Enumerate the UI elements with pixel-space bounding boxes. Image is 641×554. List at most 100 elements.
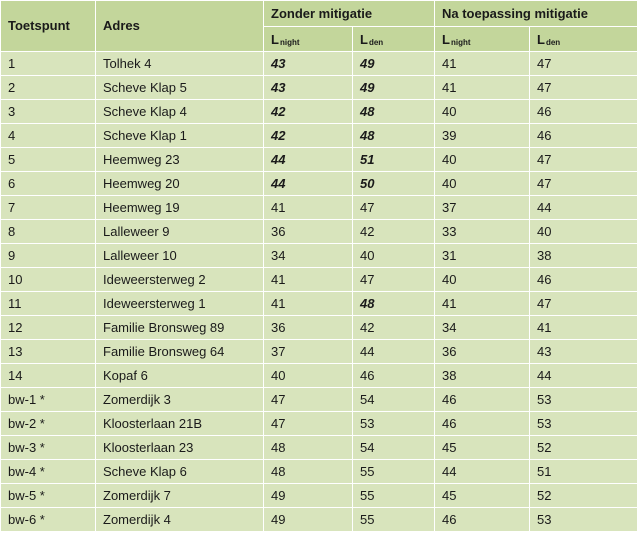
header-zonder-mitigatie: Zonder mitigatie xyxy=(263,0,435,27)
cell-zonder-lnight: 42 xyxy=(263,123,353,148)
table-row: 13 Familie Bronsweg 64 37 44 36 43 xyxy=(0,339,639,364)
cell-zonder-lnight: 34 xyxy=(263,243,353,268)
cell-adres: Ideweersterweg 1 xyxy=(95,291,264,316)
cell-adres: Scheve Klap 6 xyxy=(95,459,264,484)
cell-zonder-lnight: 48 xyxy=(263,459,353,484)
cell-adres: Heemweg 20 xyxy=(95,171,264,196)
cell-na-lnight: 44 xyxy=(434,459,530,484)
cell-zonder-lnight: 43 xyxy=(263,75,353,100)
cell-na-lnight: 39 xyxy=(434,123,530,148)
cell-na-lnight: 46 xyxy=(434,387,530,412)
cell-na-lden: 47 xyxy=(528,75,639,100)
cell-zonder-lnight: 40 xyxy=(263,363,353,388)
table-row: 6 Heemweg 20 44 50 40 47 xyxy=(0,171,639,196)
cell-toetspunt: bw-2 * xyxy=(0,411,96,436)
cell-zonder-lden: 47 xyxy=(352,195,435,220)
table-row: 14 Kopaf 6 40 46 38 44 xyxy=(0,363,639,388)
cell-toetspunt: 8 xyxy=(0,219,96,244)
cell-zonder-lden: 55 xyxy=(352,459,435,484)
l-symbol: L xyxy=(442,31,450,47)
cell-na-lnight: 34 xyxy=(434,315,530,340)
table-header: Toetspunt Adres Zonder mitigatie Na toep… xyxy=(0,0,639,52)
cell-zonder-lnight: 42 xyxy=(263,99,353,124)
cell-na-lden: 47 xyxy=(528,171,639,196)
cell-zonder-lden: 48 xyxy=(352,99,435,124)
table-row: 4 Scheve Klap 1 42 48 39 46 xyxy=(0,123,639,148)
cell-na-lden: 53 xyxy=(528,387,639,412)
header-zonder-lden: Lden xyxy=(352,26,435,52)
cell-na-lden: 40 xyxy=(528,219,639,244)
cell-na-lnight: 33 xyxy=(434,219,530,244)
cell-toetspunt: 4 xyxy=(0,123,96,148)
cell-adres: Heemweg 19 xyxy=(95,195,264,220)
subscript-night: night xyxy=(279,37,300,47)
cell-na-lnight: 40 xyxy=(434,147,530,172)
cell-adres: Scheve Klap 4 xyxy=(95,99,264,124)
cell-na-lnight: 31 xyxy=(434,243,530,268)
cell-zonder-lden: 48 xyxy=(352,123,435,148)
cell-adres: Zomerdijk 7 xyxy=(95,483,264,508)
cell-zonder-lnight: 36 xyxy=(263,315,353,340)
cell-adres: Familie Bronsweg 64 xyxy=(95,339,264,364)
cell-zonder-lnight: 48 xyxy=(263,435,353,460)
cell-zonder-lden: 53 xyxy=(352,411,435,436)
cell-zonder-lnight: 41 xyxy=(263,267,353,292)
table-row: 9 Lalleweer 10 34 40 31 38 xyxy=(0,243,639,268)
cell-na-lnight: 45 xyxy=(434,435,530,460)
cell-zonder-lnight: 44 xyxy=(263,147,353,172)
table-row: bw-2 * Kloosterlaan 21B 47 53 46 53 xyxy=(0,411,639,436)
cell-zonder-lden: 49 xyxy=(352,51,435,76)
cell-zonder-lden: 55 xyxy=(352,483,435,508)
cell-na-lnight: 46 xyxy=(434,411,530,436)
cell-adres: Kopaf 6 xyxy=(95,363,264,388)
cell-adres: Heemweg 23 xyxy=(95,147,264,172)
noise-levels-table: Toetspunt Adres Zonder mitigatie Na toep… xyxy=(0,0,639,532)
table-row: 5 Heemweg 23 44 51 40 47 xyxy=(0,147,639,172)
cell-toetspunt: bw-5 * xyxy=(0,483,96,508)
cell-adres: Scheve Klap 1 xyxy=(95,123,264,148)
cell-adres: Ideweersterweg 2 xyxy=(95,267,264,292)
cell-na-lden: 51 xyxy=(528,459,639,484)
subscript-den: den xyxy=(368,37,384,47)
cell-adres: Scheve Klap 5 xyxy=(95,75,264,100)
table-row: 8 Lalleweer 9 36 42 33 40 xyxy=(0,219,639,244)
cell-zonder-lden: 42 xyxy=(352,219,435,244)
header-na-toepassing-mitigatie: Na toepassing mitigatie xyxy=(433,0,639,27)
cell-adres: Zomerdijk 3 xyxy=(95,387,264,412)
cell-zonder-lnight: 43 xyxy=(263,51,353,76)
cell-zonder-lnight: 44 xyxy=(263,171,353,196)
cell-toetspunt: 14 xyxy=(0,363,96,388)
table-row: bw-5 * Zomerdijk 7 49 55 45 52 xyxy=(0,483,639,508)
cell-zonder-lden: 42 xyxy=(352,315,435,340)
cell-zonder-lden: 40 xyxy=(352,243,435,268)
cell-toetspunt: bw-4 * xyxy=(0,459,96,484)
cell-na-lden: 53 xyxy=(528,411,639,436)
table-row: 10 Ideweersterweg 2 41 47 40 46 xyxy=(0,267,639,292)
cell-na-lden: 44 xyxy=(528,363,639,388)
cell-na-lden: 52 xyxy=(528,435,639,460)
table-body: 1 Tolhek 4 43 49 41 47 2 Scheve Klap 5 43 49 41 47 3… xyxy=(0,51,639,532)
subscript-night: night xyxy=(450,37,471,47)
cell-toetspunt: 6 xyxy=(0,171,96,196)
header-na-lden: Lden xyxy=(528,26,639,52)
cell-zonder-lnight: 47 xyxy=(263,387,353,412)
cell-na-lden: 44 xyxy=(528,195,639,220)
cell-na-lnight: 38 xyxy=(434,363,530,388)
cell-adres: Kloosterlaan 21B xyxy=(95,411,264,436)
cell-toetspunt: 5 xyxy=(0,147,96,172)
cell-na-lden: 43 xyxy=(528,339,639,364)
cell-toetspunt: 10 xyxy=(0,267,96,292)
cell-na-lnight: 36 xyxy=(434,339,530,364)
cell-toetspunt: 13 xyxy=(0,339,96,364)
cell-na-lden: 47 xyxy=(528,291,639,316)
cell-zonder-lden: 51 xyxy=(352,147,435,172)
cell-toetspunt: bw-6 * xyxy=(0,507,96,532)
cell-toetspunt: 1 xyxy=(0,51,96,76)
cell-na-lnight: 46 xyxy=(434,507,530,532)
cell-adres: Tolhek 4 xyxy=(95,51,264,76)
table-row: bw-4 * Scheve Klap 6 48 55 44 51 xyxy=(0,459,639,484)
cell-zonder-lden: 44 xyxy=(352,339,435,364)
cell-na-lden: 46 xyxy=(528,99,639,124)
cell-zonder-lden: 50 xyxy=(352,171,435,196)
cell-toetspunt: 11 xyxy=(0,291,96,316)
